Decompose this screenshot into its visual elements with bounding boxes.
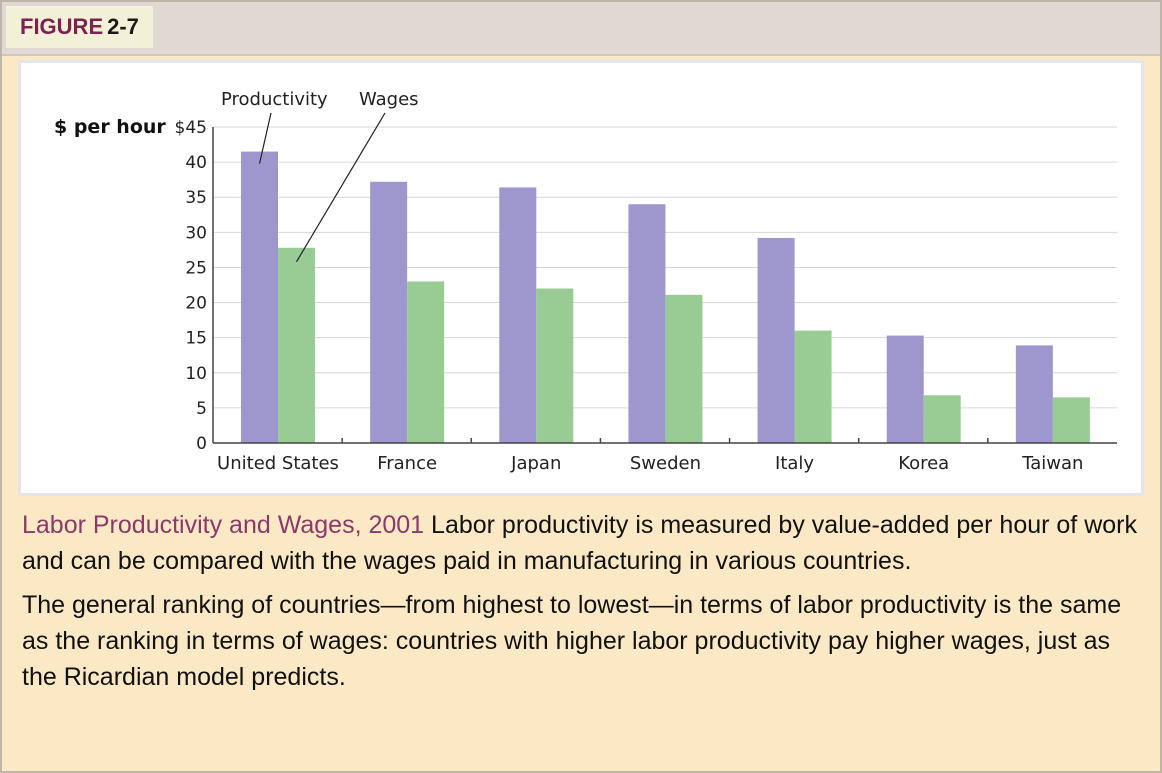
y-tick-label: 35 [185,188,207,208]
x-tick-label: Sweden [630,453,701,474]
bar-wages-united-states [278,247,315,443]
bar-wages-france [407,281,445,443]
y-tick-label: 5 [196,399,207,419]
legend-label-wages: Wages [359,89,419,110]
figure-label: FIGURE 2-7 [6,6,153,48]
bar-productivity-sweden [628,204,666,443]
x-tick-label: France [377,453,437,474]
figure-label-number: 2-7 [107,14,139,39]
labels-layer: 0 5 10 15 20 25 30 35 40 $45 $ per hour United Stat… [54,116,1083,474]
bar-productivity-italy [757,237,795,443]
x-tick-label: United States [217,453,339,474]
y-tick-label: 25 [185,258,207,278]
legend-pointer-wages [295,112,386,263]
y-tick-label: 10 [185,364,207,384]
bars-layer [241,151,1090,444]
figure-header: FIGURE 2-7 [2,2,1160,56]
axis-layer [212,127,1117,444]
x-tick-label: Korea [898,453,949,474]
figure-caption: Labor Productivity and Wages, 2001 Labor… [22,507,1142,703]
x-tick-label: Japan [510,453,561,474]
bar-wages-sweden [665,294,703,443]
legend-label-productivity: Productivity [221,89,328,110]
bar-wages-taiwan [1052,397,1090,443]
bar-wages-korea [923,395,961,443]
bar-productivity-taiwan [1015,345,1053,443]
bar-productivity-japan [499,187,537,443]
y-tick-label: 20 [185,294,207,314]
chart-panel: 0 5 10 15 20 25 30 35 40 $45 $ per hour United Stat… [18,60,1144,496]
bar-productivity-france [370,181,408,444]
x-tick-label: Italy [775,453,814,474]
y-tick-label: $45 [175,118,207,138]
y-tick-label: 40 [185,153,207,173]
y-tick-label: 30 [185,223,207,243]
bar-chart: 0 5 10 15 20 25 30 35 40 $45 $ per hour United Stat… [54,89,1117,474]
caption-title: Labor Productivity and Wages, 2001 [22,511,425,539]
figure-label-word: FIGURE [20,14,104,39]
caption-paragraph-1: Labor Productivity and Wages, 2001 Labor… [22,507,1142,579]
caption-paragraph-2: The general ranking of countries—from hi… [22,591,1122,691]
bar-wages-japan [536,288,574,443]
y-tick-label: 15 [185,329,207,349]
legend-pointer-productivity [258,112,272,164]
bar-productivity-united-states [241,151,278,444]
legend-layer: Productivity Wages [221,89,419,263]
y-tick-label: 0 [196,434,207,454]
y-axis-label: $ per hour [54,116,166,138]
bar-wages-italy [794,330,832,443]
x-tick-label: Taiwan [1021,453,1083,474]
caption-text-1: Labor productivity is measured by value-… [22,511,1137,575]
bar-productivity-korea [886,335,924,443]
